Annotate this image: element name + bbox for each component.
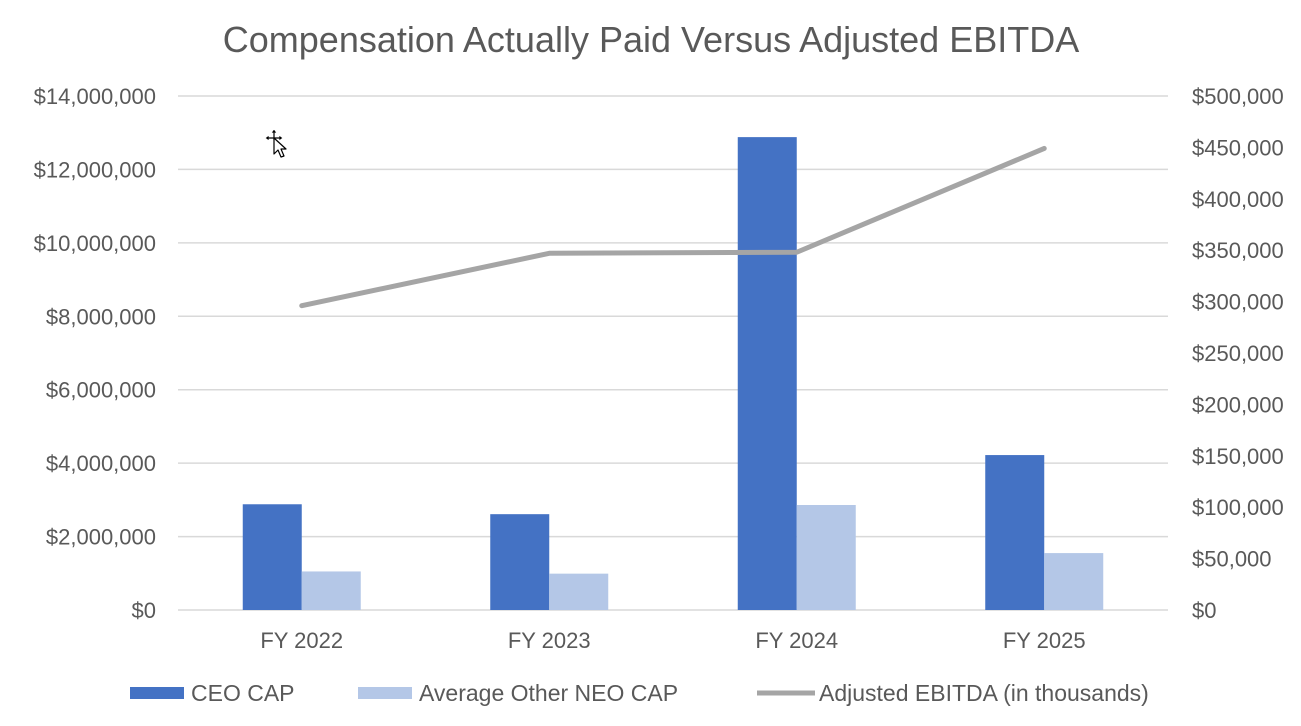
x-axis: FY 2022 FY 2023 FY 2024 FY 2025 bbox=[260, 628, 1085, 653]
left-axis-tick-label: $10,000,000 bbox=[34, 231, 156, 256]
left-axis-tick-label: $12,000,000 bbox=[34, 157, 156, 182]
ebitda-line-layer bbox=[299, 145, 1047, 309]
ceo-cap-bar bbox=[737, 137, 797, 610]
adjusted-ebitda-legend-label: Adjusted EBITDA (in thousands) bbox=[819, 680, 1149, 706]
ceo-cap-legend-swatch bbox=[130, 687, 184, 699]
right-axis-tick-label: $150,000 bbox=[1192, 444, 1284, 469]
ceo-cap-bar bbox=[490, 514, 550, 610]
left-axis-tick-label: $0 bbox=[132, 598, 156, 623]
right-axis-tick-label: $400,000 bbox=[1192, 187, 1284, 212]
left-axis-tick-label: $2,000,000 bbox=[46, 525, 156, 550]
left-axis-tick-label: $6,000,000 bbox=[46, 378, 156, 403]
average-other-neo-cap-bar bbox=[301, 571, 361, 610]
right-axis-tick-label: $250,000 bbox=[1192, 341, 1284, 366]
left-axis: $0 $2,000,000 $4,000,000 $6,000,000 $8,000,0… bbox=[34, 84, 156, 623]
adjusted-ebitda-line bbox=[299, 145, 1047, 309]
right-axis-tick-label: $500,000 bbox=[1192, 84, 1284, 109]
right-axis-tick-label: $350,000 bbox=[1192, 238, 1284, 263]
gridlines bbox=[178, 95, 1168, 611]
ceo-cap-bar bbox=[985, 455, 1045, 610]
average-other-neo-cap-bar bbox=[796, 504, 856, 610]
right-axis-tick-label: $450,000 bbox=[1192, 135, 1284, 160]
left-axis-tick-label: $8,000,000 bbox=[46, 304, 156, 329]
average-other-neo-cap-bar bbox=[549, 573, 609, 610]
x-axis-tick-label: FY 2025 bbox=[1003, 628, 1086, 653]
right-axis-tick-label: $100,000 bbox=[1192, 495, 1284, 520]
bars bbox=[242, 137, 1104, 610]
right-axis-tick-label: $0 bbox=[1192, 598, 1216, 623]
ceo-cap-bar bbox=[242, 504, 302, 610]
move-cursor-icon bbox=[264, 128, 287, 158]
right-axis: $0 $50,000 $100,000 $150,000 $200,000 $250,00… bbox=[1192, 84, 1284, 623]
ceo-cap-legend-label: CEO CAP bbox=[191, 680, 295, 706]
chart-title: Compensation Actually Paid Versus Adjust… bbox=[223, 19, 1079, 60]
x-axis-tick-label: FY 2023 bbox=[508, 628, 591, 653]
right-axis-tick-label: $50,000 bbox=[1192, 547, 1272, 572]
left-axis-tick-label: $14,000,000 bbox=[34, 84, 156, 109]
average-other-neo-cap-legend-label: Average Other NEO CAP bbox=[419, 680, 678, 706]
left-axis-tick-label: $4,000,000 bbox=[46, 451, 156, 476]
average-other-neo-cap-legend-swatch bbox=[358, 687, 412, 699]
right-axis-tick-label: $200,000 bbox=[1192, 392, 1284, 417]
right-axis-tick-label: $300,000 bbox=[1192, 290, 1284, 315]
legend: CEO CAP Average Other NEO CAP Adjusted EBI… bbox=[130, 680, 1149, 706]
x-axis-tick-label: FY 2022 bbox=[260, 628, 343, 653]
x-axis-tick-label: FY 2024 bbox=[755, 628, 838, 653]
average-other-neo-cap-bar bbox=[1044, 553, 1104, 610]
